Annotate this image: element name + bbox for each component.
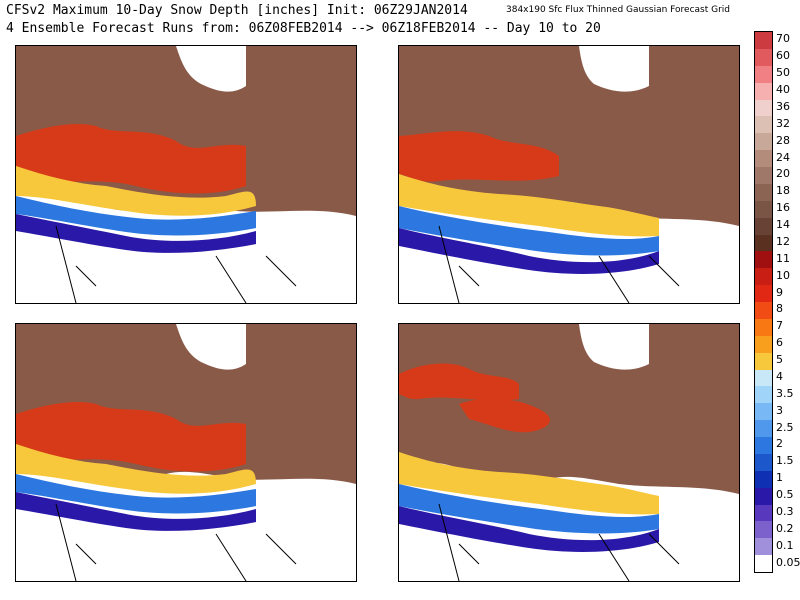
legend-swatch bbox=[755, 318, 772, 336]
legend-swatch bbox=[755, 437, 772, 454]
map-panel-4 bbox=[398, 323, 740, 582]
legend-label: 20 bbox=[776, 167, 790, 181]
legend-swatch bbox=[755, 470, 772, 488]
legend-label: 28 bbox=[776, 133, 790, 147]
legend-label: 18 bbox=[776, 184, 790, 198]
color-legend-bar bbox=[754, 31, 773, 573]
legend-label: 70 bbox=[776, 32, 790, 46]
legend-swatch bbox=[755, 487, 772, 505]
legend-swatch bbox=[755, 167, 772, 184]
legend-swatch bbox=[755, 65, 772, 83]
legend-label: 5 bbox=[776, 353, 783, 367]
legend-label: 0.2 bbox=[776, 521, 794, 535]
legend-swatch bbox=[755, 234, 772, 252]
legend-label: 36 bbox=[776, 99, 790, 113]
legend-label: 12 bbox=[776, 234, 790, 248]
map-panel-1 bbox=[15, 45, 357, 304]
legend-swatch bbox=[755, 352, 772, 370]
legend-label: 40 bbox=[776, 83, 790, 97]
legend-swatch bbox=[755, 217, 772, 235]
legend-label: 1 bbox=[776, 471, 783, 485]
legend-swatch bbox=[755, 32, 772, 49]
legend-swatch bbox=[755, 150, 772, 168]
snow-depth-map-3 bbox=[16, 324, 356, 581]
legend-swatch bbox=[755, 521, 772, 539]
legend-swatch bbox=[755, 82, 772, 100]
legend-swatch bbox=[755, 116, 772, 134]
chart-title: CFSv2 Maximum 10-Day Snow Depth [inches]… bbox=[6, 3, 468, 18]
legend-label: 3.5 bbox=[776, 386, 794, 400]
legend-swatch bbox=[755, 99, 772, 117]
legend-swatch bbox=[755, 555, 772, 573]
legend-swatch bbox=[755, 302, 772, 319]
legend-label: 0.5 bbox=[776, 488, 794, 502]
legend-swatch bbox=[755, 251, 772, 269]
snow-depth-map-1 bbox=[16, 46, 356, 303]
legend-label: 6 bbox=[776, 336, 783, 350]
legend-swatch bbox=[755, 335, 772, 353]
legend-label: 10 bbox=[776, 268, 790, 282]
map-panel-2 bbox=[398, 45, 740, 304]
legend-label: 2.5 bbox=[776, 420, 794, 434]
legend-swatch bbox=[755, 48, 772, 66]
legend-label: 0.1 bbox=[776, 538, 794, 552]
legend-label: 3 bbox=[776, 403, 783, 417]
legend-swatch bbox=[755, 420, 772, 438]
legend-label: 0.05 bbox=[776, 555, 800, 569]
legend-swatch bbox=[755, 403, 772, 421]
legend-label: 16 bbox=[776, 201, 790, 215]
map-panel-3 bbox=[15, 323, 357, 582]
chart-subtitle-runs: 4 Ensemble Forecast Runs from: 06Z08FEB2… bbox=[6, 21, 601, 36]
legend-label: 8 bbox=[776, 302, 783, 316]
legend-swatch bbox=[755, 386, 772, 404]
legend-swatch bbox=[755, 285, 772, 303]
grid-description: 384x190 Sfc Flux Thinned Gaussian Foreca… bbox=[506, 5, 731, 15]
legend-swatch bbox=[755, 369, 772, 387]
legend-label: 24 bbox=[776, 150, 790, 164]
snow-depth-map-4 bbox=[399, 324, 739, 581]
legend-swatch bbox=[755, 183, 772, 201]
snow-depth-map-2 bbox=[399, 46, 739, 303]
legend-swatch bbox=[755, 504, 772, 522]
legend-label: 50 bbox=[776, 66, 790, 80]
legend-swatch bbox=[755, 200, 772, 218]
legend-label: 7 bbox=[776, 319, 783, 333]
legend-label: 32 bbox=[776, 116, 790, 130]
legend-label: 14 bbox=[776, 218, 790, 232]
legend-swatch bbox=[755, 538, 772, 556]
legend-label: 0.3 bbox=[776, 504, 794, 518]
legend-label: 9 bbox=[776, 285, 783, 299]
legend-label: 4 bbox=[776, 369, 783, 383]
legend-label: 60 bbox=[776, 49, 790, 63]
legend-swatch bbox=[755, 268, 772, 286]
legend-swatch bbox=[755, 453, 772, 471]
legend-label: 1.5 bbox=[776, 454, 794, 468]
legend-swatch bbox=[755, 133, 772, 151]
legend-label: 2 bbox=[776, 437, 783, 451]
legend-label: 11 bbox=[776, 251, 790, 265]
